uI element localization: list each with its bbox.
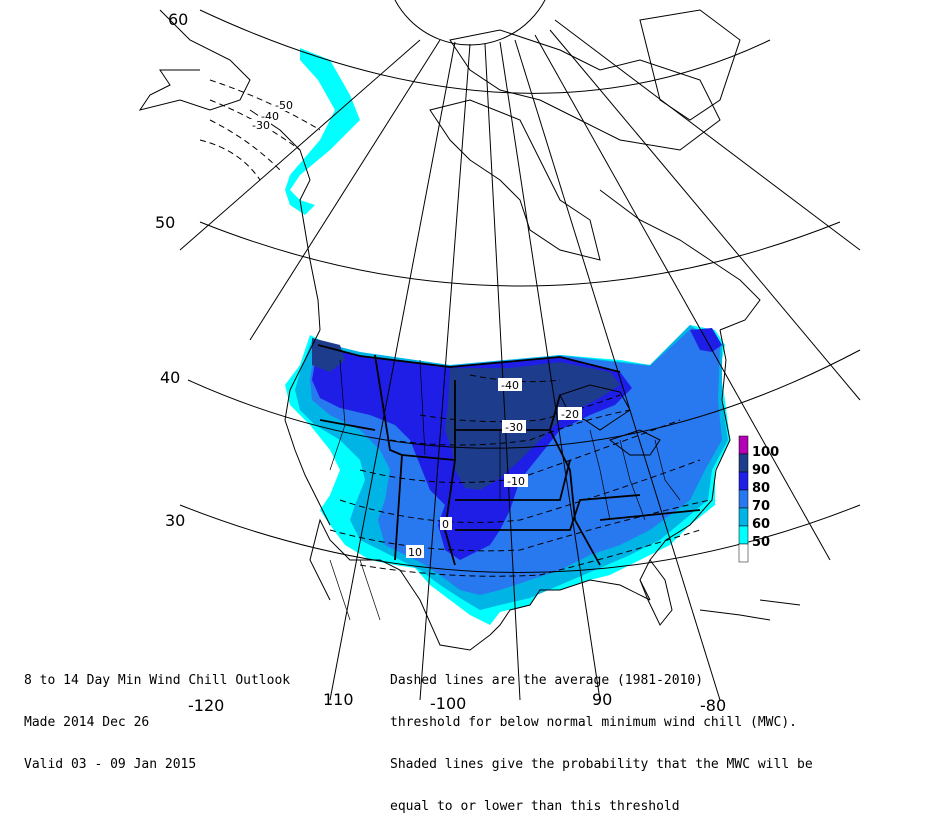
legend-swatch-50 <box>738 525 749 545</box>
meridian-2 <box>249 39 441 341</box>
thin-line-3 <box>654 439 681 501</box>
legend-swatch-80 <box>738 471 749 491</box>
contour-label-9: 10 <box>408 546 422 559</box>
legend-swatch-max <box>738 435 749 455</box>
contour-twenty <box>359 529 701 577</box>
lat-label-50: 50 <box>155 213 175 232</box>
lat-label-30: 30 <box>165 511 185 530</box>
thin-line-5 <box>329 359 346 471</box>
contour-minus30 <box>419 394 621 423</box>
meridian-7 <box>514 39 721 701</box>
legend-label-80: 80 <box>752 481 770 496</box>
arctic-islands <box>449 29 721 151</box>
parallel-60 <box>199 9 771 94</box>
lon-label-minus80: -80 <box>700 696 726 715</box>
state-line-5 <box>455 459 571 501</box>
hudson-bay <box>429 99 601 261</box>
contour-alaska-3 <box>209 119 281 171</box>
note-line-2: threshold for below normal minimum wind … <box>390 715 797 730</box>
us-west-coast <box>284 329 331 526</box>
legend-label-60: 60 <box>752 517 770 532</box>
lon-label-110: 110 <box>323 690 354 709</box>
mexico-coast <box>309 518 491 651</box>
parallel-40 <box>187 349 861 449</box>
contour-label-8: 0 <box>442 518 449 531</box>
contour-minus20 <box>389 409 631 446</box>
thin-line-7 <box>329 559 381 621</box>
note-line-1: Dashed lines are the average (1981-2010) <box>390 673 704 688</box>
wind-chill-outlook-map: -50 -40 -30 -40 -30 -20 -10 0 10 60 50 4… <box>138 0 861 715</box>
alaska-coast <box>138 9 251 111</box>
gulf-coast <box>489 579 651 636</box>
polar-circle <box>394 0 546 46</box>
parallel-50 <box>199 221 841 287</box>
state-line-9 <box>319 419 376 431</box>
meridian-1 <box>179 39 421 251</box>
contour-label-6: -20 <box>561 408 579 421</box>
meridian-4 <box>419 43 471 701</box>
legend-swatch-60 <box>738 507 749 527</box>
contour-label-7: -10 <box>507 475 525 488</box>
canada-west-coast <box>249 109 321 331</box>
contour-ten <box>329 499 711 552</box>
legend-label-90: 90 <box>752 463 770 478</box>
parallel-30 <box>179 504 861 573</box>
coastlines <box>138 9 801 651</box>
state-line-7 <box>549 429 601 566</box>
contour-label-4: -40 <box>501 379 519 392</box>
probability-legend: 100 90 80 70 60 50 <box>738 435 779 563</box>
lat-label-60: 60 <box>168 10 188 29</box>
labrador-coast <box>599 189 761 331</box>
note-line-3: Shaded lines give the probability that t… <box>390 757 813 772</box>
state-line-1 <box>374 354 403 561</box>
florida <box>639 559 673 626</box>
contour-labels: -50 -40 -30 -40 -30 -20 -10 0 10 <box>249 99 582 559</box>
lon-label-90: 90 <box>592 690 612 709</box>
prob-60-west <box>285 48 360 215</box>
threshold-contours <box>199 79 711 577</box>
us-east-coast <box>639 329 731 601</box>
state-line-2 <box>401 454 457 566</box>
note-line-4: equal to or lower than this threshold <box>390 799 680 814</box>
contour-label-1: -50 <box>275 99 293 112</box>
state-line-8 <box>599 509 701 521</box>
us-canada-border <box>317 344 621 373</box>
legend-swatch-90 <box>738 453 749 473</box>
thin-line-6 <box>419 359 426 456</box>
contour-label-5: -30 <box>505 421 523 434</box>
thin-boundaries <box>329 359 681 621</box>
meridian-6 <box>499 41 601 701</box>
boundaries <box>317 344 701 566</box>
contour-alaska-1 <box>209 79 321 131</box>
contour-zero <box>339 459 701 523</box>
legend-swatch-70 <box>738 489 749 509</box>
legend-swatch-below <box>738 543 749 563</box>
prob-100 <box>445 362 620 490</box>
contour-label-3: -30 <box>252 119 270 132</box>
thin-line-2 <box>619 439 646 521</box>
axis-labels: 60 50 40 30 -120 110 -100 90 -80 <box>155 10 726 715</box>
legend-label-70: 70 <box>752 499 770 514</box>
outlook-caption: 8 to 14 Day Min Wind Chill Outlook Made … <box>24 646 290 786</box>
valid-period: Valid 03 - 09 Jan 2015 <box>24 757 197 772</box>
legend-label-100: 100 <box>752 445 779 460</box>
contour-minus40 <box>469 374 561 383</box>
lon-label-minus100: -100 <box>430 694 466 713</box>
meridian-10 <box>554 19 861 251</box>
explanation-note: Dashed lines are the average (1981-2010)… <box>390 646 813 828</box>
greenland <box>639 9 741 121</box>
meridian-9 <box>549 29 861 401</box>
meridian-3 <box>329 41 456 701</box>
caribbean <box>699 599 801 621</box>
thin-line-1 <box>589 429 611 521</box>
lat-label-40: 40 <box>160 368 180 387</box>
contour-alaska-4 <box>199 139 261 181</box>
probability-shading <box>285 48 730 625</box>
legend-label-50: 50 <box>752 535 770 550</box>
meridian-5 <box>484 43 521 701</box>
outlook-title: 8 to 14 Day Min Wind Chill Outlook <box>24 673 291 688</box>
made-date: Made 2014 Dec 26 <box>24 715 150 730</box>
lon-label-minus120: -120 <box>188 696 224 715</box>
